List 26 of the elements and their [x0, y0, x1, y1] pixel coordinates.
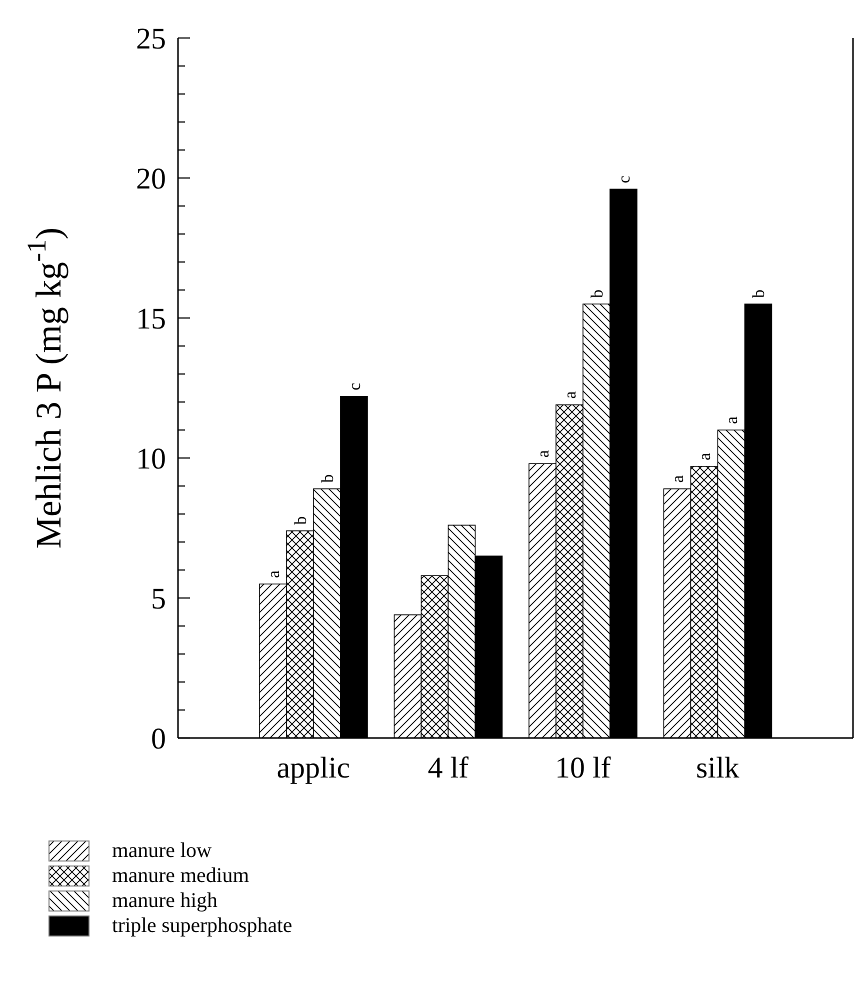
- legend-label: triple superphosphate: [112, 913, 292, 938]
- data-label: a: [560, 390, 580, 399]
- x-tick-label: 4 lf: [428, 751, 469, 784]
- legend-label: manure medium: [112, 863, 250, 888]
- data-label: b: [749, 290, 768, 298]
- y-tick-label: 25: [136, 22, 166, 56]
- data-label: c: [344, 382, 364, 390]
- x-tick-label: silk: [696, 751, 740, 784]
- y-tick-label: 0: [151, 722, 166, 756]
- legend-label: manure low: [112, 838, 212, 863]
- data-label: b: [290, 516, 310, 525]
- y-tick-label: 20: [136, 162, 166, 196]
- x-tick-label: applic: [276, 751, 350, 784]
- data-label: b: [318, 474, 337, 483]
- data-label: b: [587, 290, 606, 298]
- data-label: c: [614, 175, 634, 184]
- data-label: a: [695, 452, 714, 460]
- y-tick-label: 10: [136, 442, 166, 476]
- x-tick-label: 10 lf: [554, 751, 611, 784]
- y-tick-label: 5: [151, 582, 166, 616]
- data-label: a: [533, 450, 552, 458]
- data-label: a: [264, 570, 283, 578]
- legend-label: manure high: [112, 888, 218, 913]
- y-tick-label: 15: [136, 302, 166, 336]
- data-label: a: [668, 474, 688, 483]
- data-label: a: [722, 416, 742, 424]
